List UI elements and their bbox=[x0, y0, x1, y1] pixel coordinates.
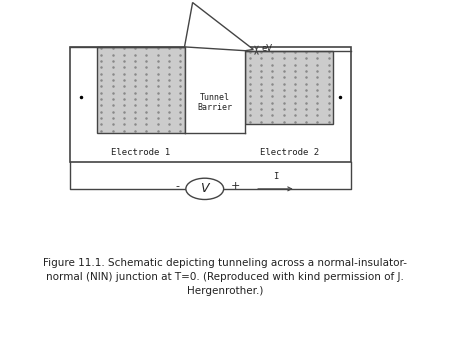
Text: eV: eV bbox=[262, 44, 273, 53]
Text: I: I bbox=[273, 172, 278, 181]
Text: Tunnel
Barrier: Tunnel Barrier bbox=[198, 93, 232, 112]
Text: +: + bbox=[230, 181, 240, 191]
Bar bbox=[184, 47, 245, 133]
Text: Electrode 1: Electrode 1 bbox=[111, 148, 170, 157]
Text: Electrode 2: Electrode 2 bbox=[260, 148, 319, 157]
Bar bbox=[70, 47, 351, 162]
Text: -: - bbox=[175, 181, 179, 191]
Bar bbox=[97, 47, 184, 133]
Bar bbox=[245, 51, 333, 124]
Text: Figure 11.1. Schematic depicting tunneling across a normal-insulator-
normal (NI: Figure 11.1. Schematic depicting tunneli… bbox=[43, 258, 407, 295]
Polygon shape bbox=[184, 2, 253, 51]
Circle shape bbox=[186, 178, 224, 199]
Text: V: V bbox=[201, 183, 209, 195]
